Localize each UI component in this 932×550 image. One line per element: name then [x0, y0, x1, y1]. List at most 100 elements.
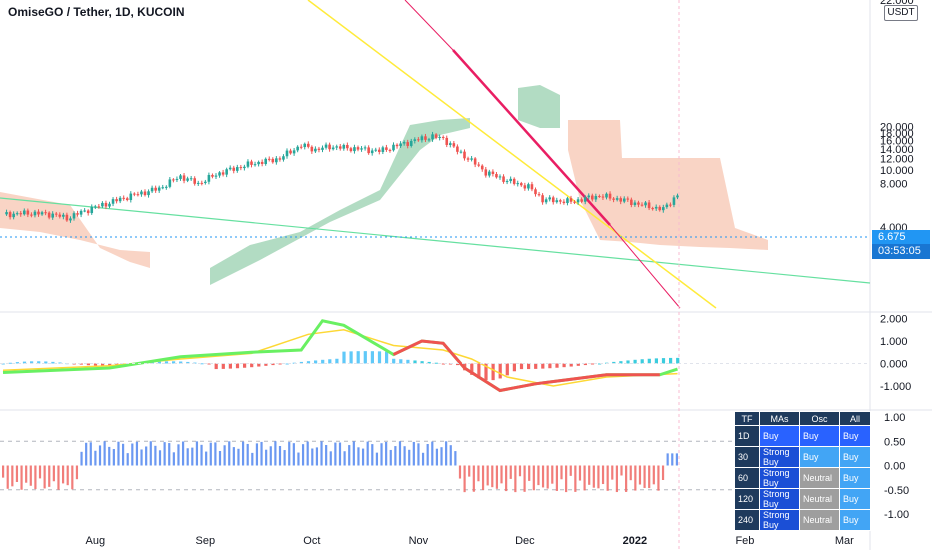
signal-bar — [301, 444, 305, 466]
histogram-bar — [569, 363, 573, 367]
signal-bar — [518, 465, 522, 477]
row-mas: Strong Buy — [759, 488, 800, 510]
signal-bar — [348, 445, 351, 466]
signal-bar — [380, 443, 383, 466]
signal-bar — [329, 451, 332, 466]
price-tick-label: 16.000 — [880, 135, 914, 147]
histogram-bar — [633, 359, 637, 364]
candle — [512, 178, 516, 184]
signal-bar — [251, 452, 254, 466]
osc-tick-label: -1.000 — [880, 381, 911, 393]
candle — [150, 187, 154, 192]
signal-bar — [168, 443, 171, 466]
candle — [488, 171, 491, 176]
signal-tick-label: -1.00 — [884, 509, 909, 521]
candle — [307, 143, 310, 147]
signal-bar — [574, 465, 577, 492]
signal-bar — [592, 465, 595, 488]
row-osc: Neutral — [799, 488, 840, 510]
histogram-bar — [356, 351, 360, 364]
candle — [438, 136, 441, 138]
candle — [417, 139, 420, 141]
candle — [189, 178, 193, 180]
histogram-bar — [172, 361, 176, 364]
candle — [58, 214, 62, 217]
signal-bar — [611, 465, 614, 480]
signal-bar — [232, 447, 235, 466]
candle — [622, 198, 626, 202]
candle — [101, 202, 104, 207]
histogram-bar — [51, 361, 55, 364]
histogram-bar — [214, 363, 218, 370]
histogram-bar — [370, 351, 374, 364]
signal-bar — [412, 441, 415, 466]
signal-bar — [671, 453, 674, 466]
candle — [303, 143, 307, 148]
signal-bar — [214, 442, 217, 466]
candle — [232, 167, 236, 171]
signal-bar — [638, 465, 642, 485]
signal-bar — [657, 465, 660, 491]
signal-bar — [311, 448, 314, 466]
candle — [559, 200, 562, 202]
signal-bar — [606, 465, 609, 491]
candle — [225, 169, 228, 175]
candle — [200, 182, 204, 184]
histogram-bar — [228, 363, 232, 369]
row-all: Buy — [839, 509, 871, 531]
candle — [161, 187, 165, 189]
signal-bar — [89, 442, 92, 466]
signal-bar — [532, 465, 535, 491]
candle — [338, 146, 342, 149]
signal-bar — [6, 465, 9, 489]
signal-bar — [338, 442, 342, 466]
candle — [676, 195, 679, 198]
candle — [196, 182, 200, 184]
histogram-bar — [235, 363, 240, 369]
candle — [662, 207, 665, 211]
candle — [573, 201, 576, 203]
row-all: Buy — [839, 488, 871, 510]
candle — [349, 148, 353, 152]
candle — [19, 213, 23, 215]
signal-bar — [597, 465, 600, 489]
price-tick-label: 12.000 — [880, 153, 914, 165]
candle — [544, 199, 548, 203]
histogram-bar — [250, 363, 254, 368]
signal-bar — [634, 465, 637, 491]
histogram-bar — [498, 363, 502, 379]
candle — [356, 147, 360, 150]
candle — [527, 184, 530, 189]
candle — [456, 146, 459, 152]
signal-bar — [288, 442, 291, 466]
row-all: Buy — [839, 446, 871, 468]
signal-bar — [209, 442, 212, 466]
signal-bar — [445, 441, 448, 466]
signal-bar — [71, 465, 74, 490]
candle — [367, 147, 370, 154]
candle — [292, 150, 296, 154]
signal-bar — [61, 465, 65, 484]
signal-bar — [394, 446, 397, 466]
candle — [534, 189, 537, 195]
signal-row: 30 Strong Buy Buy Buy — [734, 446, 871, 468]
osc-tick-label: 0.000 — [880, 359, 908, 371]
signal-bar — [661, 465, 665, 480]
price-tick-label: 20.000 — [880, 122, 914, 134]
signal-bar — [491, 465, 494, 488]
candle — [236, 167, 239, 171]
histogram-bar — [640, 359, 644, 364]
candle — [72, 213, 76, 219]
candle — [310, 146, 314, 152]
candle — [204, 181, 207, 184]
candle — [175, 178, 179, 180]
price-tick-label: 8.000 — [880, 179, 908, 191]
signal-bar — [320, 441, 323, 466]
histogram-bar — [186, 361, 190, 364]
candle — [86, 210, 90, 214]
signal-bar — [505, 465, 508, 492]
histogram-bar — [30, 361, 34, 364]
signal-tick-label: 0.00 — [884, 461, 905, 473]
histogram-bar — [321, 359, 325, 364]
